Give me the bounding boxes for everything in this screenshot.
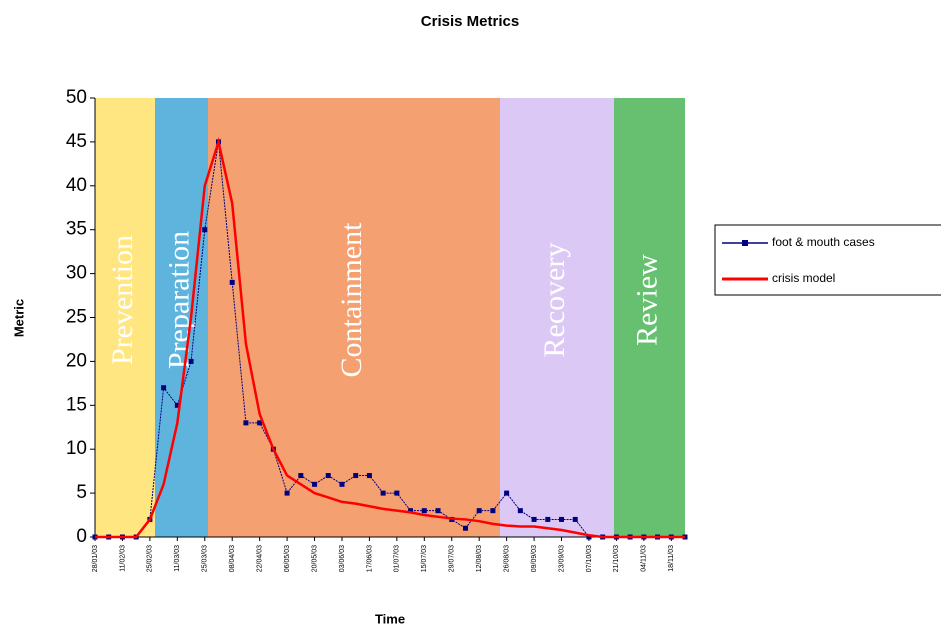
x-tick-label: 22/04/03 <box>256 545 263 572</box>
data-point <box>174 402 180 408</box>
x-tick-label: 11/02/03 <box>119 545 126 572</box>
x-tick-label: 09/09/03 <box>531 545 538 572</box>
x-tick-label: 28/01/03 <box>92 545 99 572</box>
x-tick-label: 04/11/03 <box>641 545 648 572</box>
x-tick-label: 08/04/03 <box>229 545 236 572</box>
x-tick-label: 03/06/03 <box>339 545 346 572</box>
data-point <box>490 508 496 514</box>
y-tick-label: 30 <box>66 263 87 284</box>
y-tick-label: 50 <box>66 87 87 108</box>
data-point <box>545 516 551 522</box>
y-tick-label: 10 <box>66 438 87 459</box>
data-point <box>572 516 578 522</box>
x-tick-label: 01/07/03 <box>394 545 401 572</box>
legend-box <box>714 224 941 296</box>
phase-label: Recovery <box>538 243 571 358</box>
y-tick-label: 15 <box>66 394 87 415</box>
x-tick-label: 26/08/03 <box>503 545 510 572</box>
legend-marker <box>742 240 748 246</box>
x-tick-label: 23/09/03 <box>558 545 565 572</box>
x-tick-label: 06/05/03 <box>284 545 291 572</box>
x-tick-label: 07/10/03 <box>586 545 593 572</box>
data-point <box>517 508 523 514</box>
data-point <box>408 508 414 514</box>
series-line <box>95 137 685 539</box>
y-tick-label: 45 <box>66 131 87 152</box>
x-axis-label: Time <box>375 611 405 626</box>
phase-band <box>208 98 500 537</box>
data-point <box>380 490 386 496</box>
legend-label: foot & mouth cases <box>772 235 875 249</box>
chart-title: Crisis Metrics <box>421 13 519 30</box>
phase-band <box>500 98 614 537</box>
x-tick-label: 25/03/03 <box>202 545 209 572</box>
phase-label: Prevention <box>106 235 139 365</box>
data-point <box>161 385 167 391</box>
data-point <box>559 516 565 522</box>
y-tick-label: 35 <box>66 219 87 240</box>
y-tick-label: 40 <box>66 175 87 196</box>
data-point <box>229 279 235 285</box>
data-point <box>353 473 359 479</box>
data-point <box>586 534 592 540</box>
data-point <box>366 473 372 479</box>
data-point <box>339 481 345 487</box>
data-point <box>298 473 304 479</box>
phase-band <box>95 98 155 537</box>
data-point <box>394 490 400 496</box>
y-tick-label: 5 <box>76 482 87 503</box>
x-tick-label: 29/07/03 <box>449 545 456 572</box>
data-point <box>257 420 263 426</box>
phase-band <box>614 98 685 537</box>
data-point <box>421 508 427 514</box>
data-point <box>202 227 208 233</box>
data-point <box>325 473 331 479</box>
y-tick-label: 0 <box>76 526 87 547</box>
data-point <box>243 420 249 426</box>
x-tick-label: 18/11/03 <box>668 545 675 572</box>
data-point <box>188 358 194 364</box>
x-tick-label: 17/06/03 <box>366 545 373 572</box>
data-point <box>435 508 441 514</box>
x-tick-label: 12/08/03 <box>476 545 483 572</box>
data-point <box>284 490 290 496</box>
phase-label: Review <box>630 254 663 346</box>
x-tick-label: 20/05/03 <box>311 545 318 572</box>
data-point <box>476 508 482 514</box>
phase-label: Containment <box>335 222 368 378</box>
x-tick-label: 11/03/03 <box>174 545 181 572</box>
x-tick-label: 15/07/03 <box>421 545 428 572</box>
phase-label: Preparation <box>162 231 195 369</box>
phase-band <box>155 98 208 537</box>
x-tick-label: 25/02/03 <box>147 545 154 572</box>
x-tick-label: 21/10/03 <box>613 545 620 572</box>
y-tick-label: 25 <box>66 307 87 328</box>
legend-label: crisis model <box>772 271 835 285</box>
y-tick-label: 20 <box>66 350 87 371</box>
data-point <box>504 490 510 496</box>
data-point <box>312 481 318 487</box>
data-point <box>531 516 537 522</box>
data-point <box>462 525 468 531</box>
y-axis-label: Metric <box>11 299 26 337</box>
